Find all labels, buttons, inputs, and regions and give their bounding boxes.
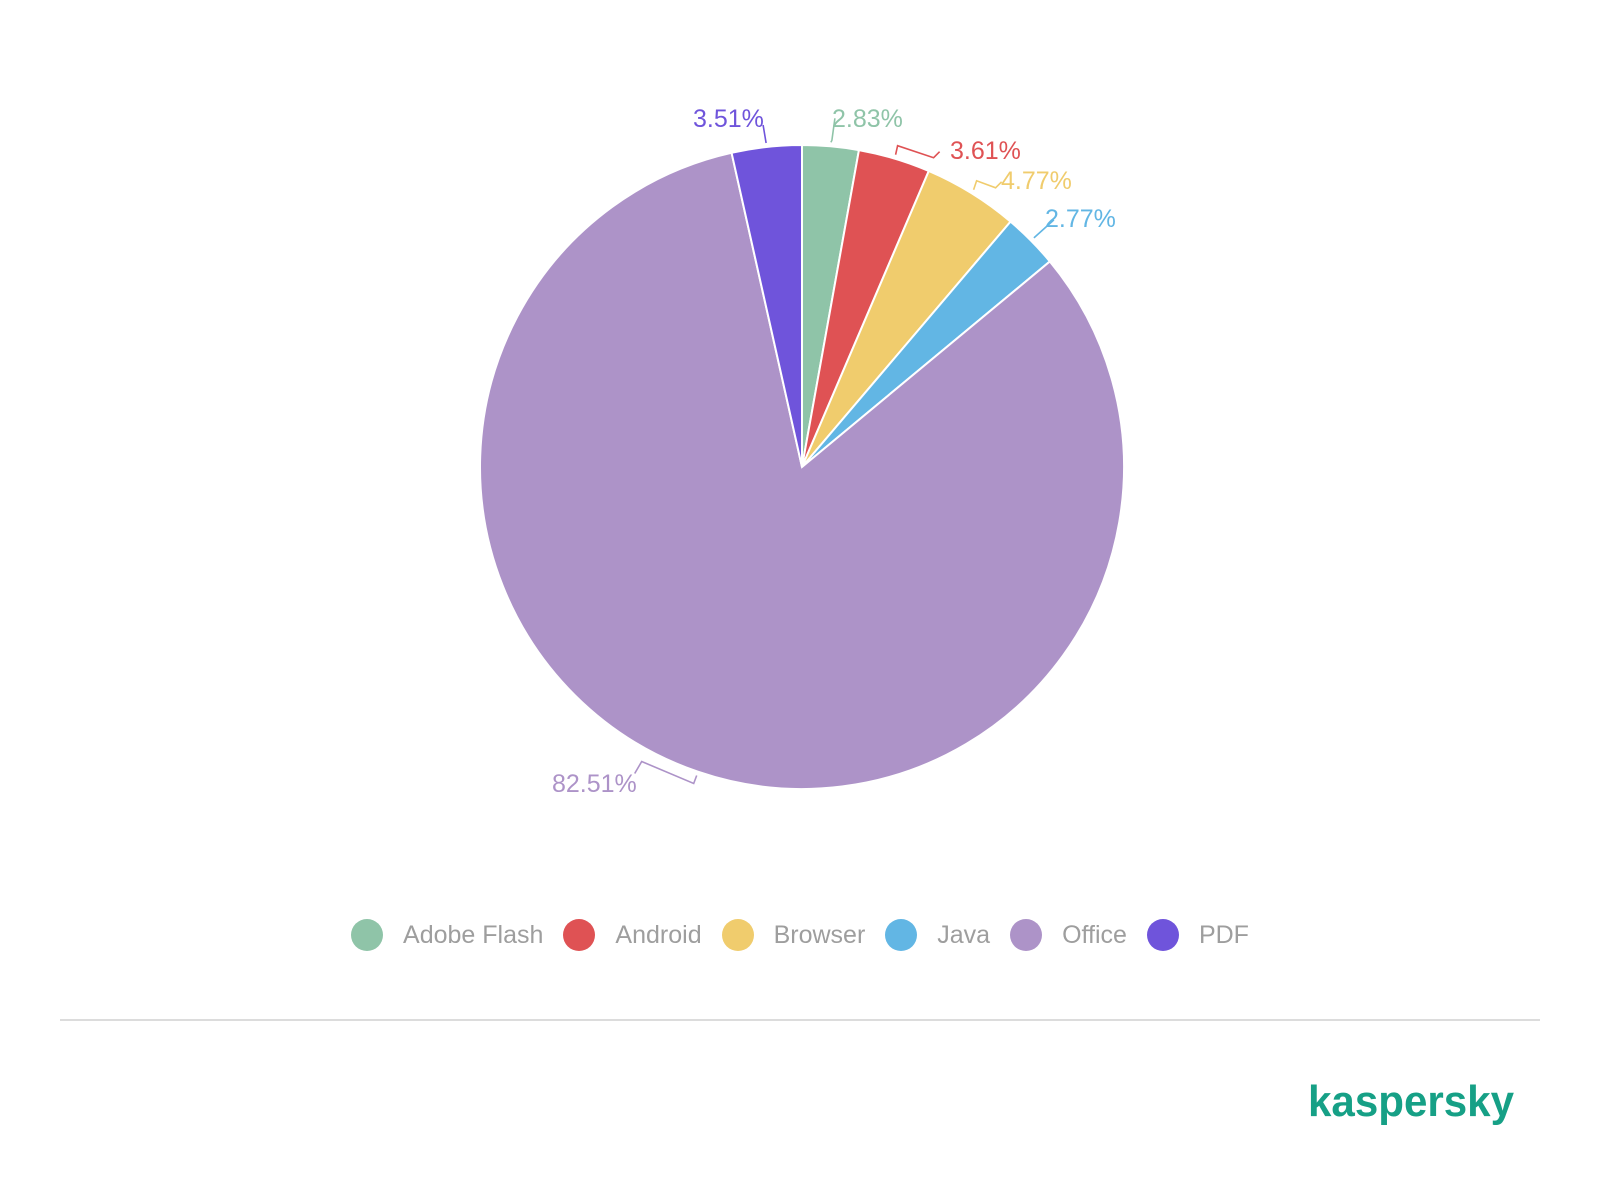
- kaspersky-logo: kaspersky: [1308, 1082, 1515, 1126]
- data-label-pdf: 3.51%: [693, 105, 764, 133]
- legend-item-pdf: PDF: [1146, 919, 1249, 951]
- chart-legend: Adobe Flash Android Browser Java Office PDF: [0, 915, 1600, 955]
- data-label-java: 2.77%: [1045, 205, 1116, 233]
- data-label-office: 82.51%: [552, 770, 637, 798]
- legend-swatch: [1146, 919, 1179, 951]
- data-label-android: 3.61%: [950, 137, 1021, 165]
- legend-swatch: [721, 919, 754, 951]
- legend-label: Browser: [773, 920, 866, 949]
- svg-text:kaspersky: kaspersky: [1308, 1082, 1515, 1126]
- leader-line-browser: [972, 179, 1003, 191]
- leader-line-android: [894, 144, 941, 159]
- legend-swatch: [885, 919, 918, 951]
- data-label-browser: 4.77%: [1001, 167, 1072, 195]
- legend-label: Java: [937, 920, 991, 949]
- footer-divider: [60, 1019, 1540, 1021]
- legend-label: Adobe Flash: [403, 920, 544, 949]
- legend-swatch: [563, 919, 596, 951]
- legend-label: PDF: [1198, 920, 1249, 949]
- data-label-adobe-flash: 2.83%: [832, 105, 903, 133]
- legend-label: Office: [1062, 920, 1127, 949]
- pie-slice-pdf: [730, 143, 803, 468]
- legend-item-browser: Browser: [721, 919, 866, 951]
- leader-line-java: [1033, 219, 1055, 239]
- legend-swatch: [351, 919, 384, 951]
- legend-item-office: Office: [1010, 919, 1127, 951]
- leader-line-pdf: [762, 124, 767, 144]
- pie-slice-office: [479, 151, 1126, 790]
- leader-line-office: [634, 760, 698, 785]
- pie-chart: 2.83% 3.61%4.77% 2.77% 82.51% 3.51%: [479, 105, 1126, 798]
- legend-label: Android: [615, 920, 702, 949]
- legend-item-adobe-flash: Adobe Flash: [351, 919, 543, 951]
- leader-line-adobe-flash: [830, 118, 836, 143]
- legend-item-java: Java: [885, 919, 990, 951]
- legend-swatch: [1010, 919, 1043, 951]
- legend-item-android: Android: [563, 919, 702, 951]
